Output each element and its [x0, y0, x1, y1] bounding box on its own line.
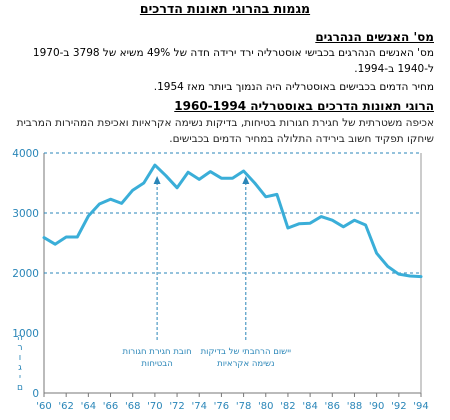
- y-axis-label-char-1: ר: [17, 343, 22, 353]
- annotation-arrowhead-0: [153, 176, 161, 184]
- data-point-1977: [231, 177, 234, 179]
- x-tick-label-6: '72: [169, 401, 184, 412]
- data-point-1974: [198, 178, 201, 181]
- x-tick-label-4: '68: [125, 401, 140, 412]
- x-tick-label-14: '88: [347, 401, 362, 412]
- data-point-1990: [375, 252, 378, 254]
- data-point-1982: [287, 227, 289, 229]
- data-point-1961: [54, 243, 56, 245]
- x-tick-label-9: '78: [236, 401, 251, 412]
- x-tick-label-7: '74: [191, 401, 206, 412]
- data-point-1986: [331, 219, 334, 221]
- y-axis-label-char-4: י: [19, 373, 21, 383]
- x-tick-label-8: '76: [214, 401, 229, 412]
- data-point-1987: [342, 226, 345, 228]
- y-axis-label-char-3: ג: [18, 363, 22, 373]
- data-point-1981: [276, 193, 278, 196]
- page-title: מגמות בהרוגי תאונות הדרכים: [139, 1, 311, 16]
- enforcement-text: אכיפה משטרתית של חגירת חגורות בטיחות, בד…: [16, 117, 434, 145]
- x-tick-label-12: '84: [302, 401, 317, 412]
- data-point-1968: [131, 189, 134, 191]
- y-tick-label-4000: 4000: [12, 148, 39, 160]
- annotation-label-1-0: יישום הרחבתי של בדיקות: [201, 347, 292, 357]
- y-tick-label-2000: 2000: [12, 268, 39, 280]
- y-tick-label-1000: 1000: [12, 328, 39, 340]
- x-tick-label-13: '86: [325, 401, 340, 412]
- road-deaths-line-chart: 0 1000 2000 3000 4000 '60 '62 '64 '66 '68 '70 '72 '7…: [12, 148, 428, 412]
- data-point-1966: [109, 198, 112, 200]
- data-point-1979: [253, 182, 256, 184]
- section-heading-chart: הרוגי תאונות הדרכים באוסטרליה 1960-1994: [174, 99, 434, 113]
- data-point-1969: [142, 182, 145, 184]
- y-axis-label-char-0: ה: [17, 333, 23, 343]
- x-tick-label-11: '82: [280, 401, 295, 412]
- x-tick-label-16: '92: [391, 401, 406, 412]
- x-tick-label-15: '90: [369, 401, 384, 412]
- data-point-1978: [242, 170, 245, 172]
- data-point-1984: [309, 222, 311, 224]
- deaths-decline-text: מס' האנשים הנהרגים בכבישי אוסטרליה ירד י…: [32, 47, 434, 75]
- x-tick-label-17: '94: [413, 401, 428, 412]
- data-point-1988: [353, 219, 356, 221]
- data-point-1963: [76, 236, 79, 238]
- y-axis-label-char-2: ו: [19, 353, 21, 363]
- data-point-1967: [120, 202, 123, 205]
- x-tick-label-0: '60: [36, 401, 51, 412]
- data-point-1983: [298, 223, 300, 225]
- x-tick-label-10: '80: [258, 401, 273, 412]
- data-point-1991: [386, 265, 389, 268]
- y-axis-label-char-5: ם: [17, 383, 23, 393]
- data-point-1962: [65, 236, 67, 238]
- data-point-1992: [398, 273, 400, 275]
- data-point-1976: [220, 177, 223, 179]
- x-tick-label-1: '62: [58, 401, 73, 412]
- data-point-1975: [209, 170, 212, 173]
- section-heading-deaths: מס' האנשים הנהרגים: [315, 30, 434, 44]
- x-tick-label-5: '70: [147, 401, 162, 412]
- data-point-1989: [364, 224, 367, 226]
- annotation-arrowhead-1: [242, 176, 250, 184]
- lowest-toll-text: מחיר הדמים בכבישים באוסטרליה היה הנמוך ב…: [153, 81, 434, 93]
- data-point-1994: [420, 275, 422, 278]
- data-point-1970: [154, 164, 156, 166]
- data-point-1960: [43, 236, 45, 239]
- y-tick-label-0: 0: [32, 388, 39, 400]
- x-tick-label-3: '66: [103, 401, 118, 412]
- annotation-label-1-1: נשימה אקראיות: [217, 359, 274, 369]
- annotation-label-0-1: הבטיחות: [141, 359, 172, 369]
- data-point-1973: [187, 171, 189, 173]
- data-point-1964: [87, 215, 90, 217]
- y-tick-label-3000: 3000: [12, 208, 39, 220]
- data-point-1980: [264, 196, 267, 198]
- data-point-1985: [320, 215, 323, 218]
- annotation-label-0-0: חובת חגירת חגורות: [123, 347, 192, 357]
- x-tick-label-2: '64: [81, 401, 96, 412]
- data-point-1971: [165, 175, 167, 177]
- data-point-1972: [176, 187, 178, 189]
- data-point-1965: [98, 203, 101, 205]
- data-point-1993: [409, 275, 411, 277]
- series-line-0: [42, 163, 423, 279]
